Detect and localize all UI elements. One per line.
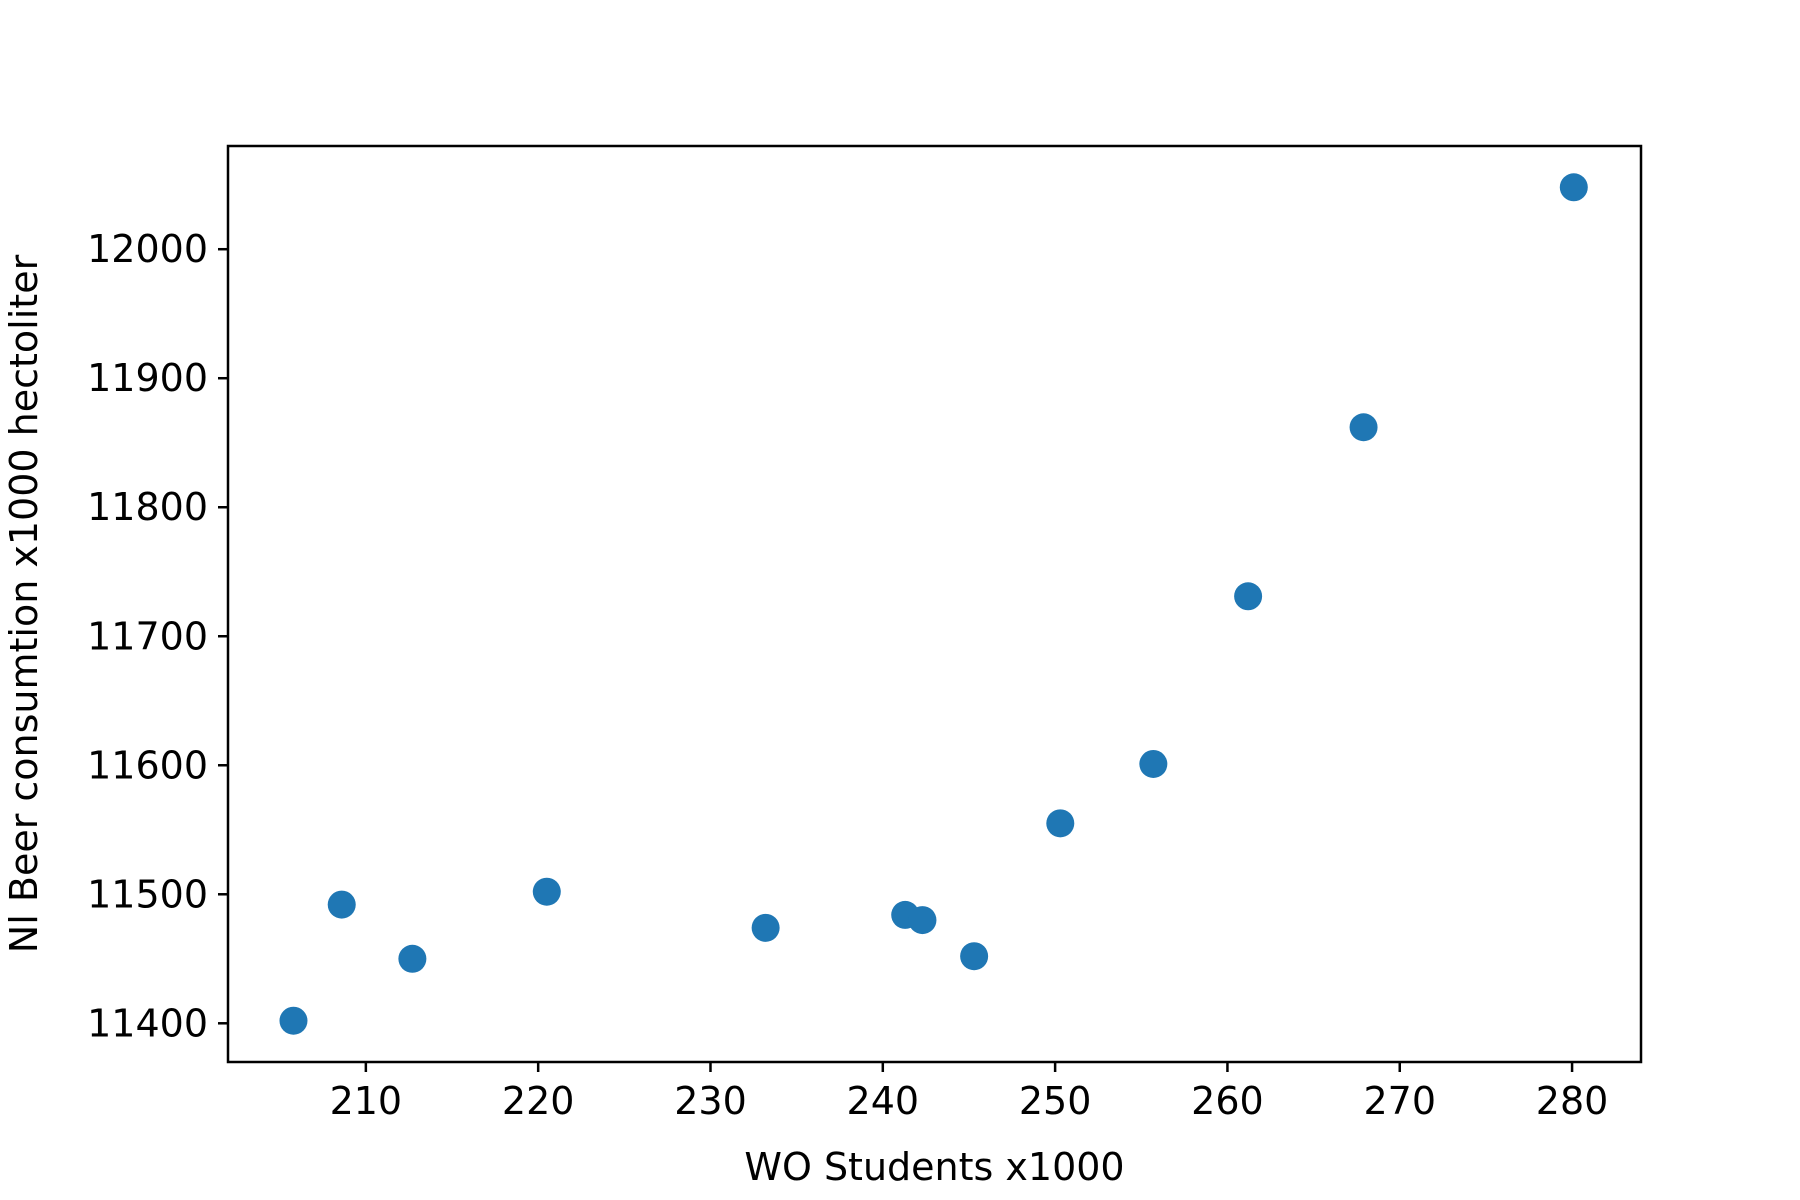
scatter-point [1349,413,1378,442]
ticks-layer: 210 220 230 240 250 260 270 280 11400 11500 11600 1… [87,227,1608,1123]
scatter-point [1139,749,1168,778]
scatter-point [398,944,427,973]
scatter-point [960,942,989,971]
x-tick-label: 220 [502,1079,575,1123]
plot-frame [226,144,1643,1064]
y-tick-label: 11400 [87,1001,208,1045]
y-tick-label: 11600 [87,743,208,787]
x-tick-label: 280 [1536,1079,1609,1123]
x-tick-label: 240 [847,1079,920,1123]
y-tick-label: 11500 [87,872,208,916]
scatter-point [1559,173,1588,202]
points-layer [279,173,1588,1035]
x-tick-label: 270 [1363,1079,1436,1123]
scatter-point [908,906,937,935]
x-tick-label: 250 [1019,1079,1092,1123]
scatter-point [1046,809,1075,838]
x-axis-label: WO Students x1000 [744,1145,1124,1189]
scatter-point [532,877,561,906]
scatter-point [1234,582,1263,611]
x-tick-label: 260 [1191,1079,1264,1123]
y-tick-label: 12000 [87,227,208,271]
y-tick-label: 11800 [87,485,208,529]
x-tick-label: 230 [674,1079,747,1123]
y-tick-label: 11900 [87,356,208,400]
scatter-point [279,1006,308,1035]
scatter-point [751,913,780,942]
y-tick-label: 11700 [87,614,208,658]
x-tick-label: 210 [330,1079,403,1123]
scatter-point [327,890,356,919]
y-axis-label: Nl Beer consumtion x1000 hectoliter [2,254,46,953]
